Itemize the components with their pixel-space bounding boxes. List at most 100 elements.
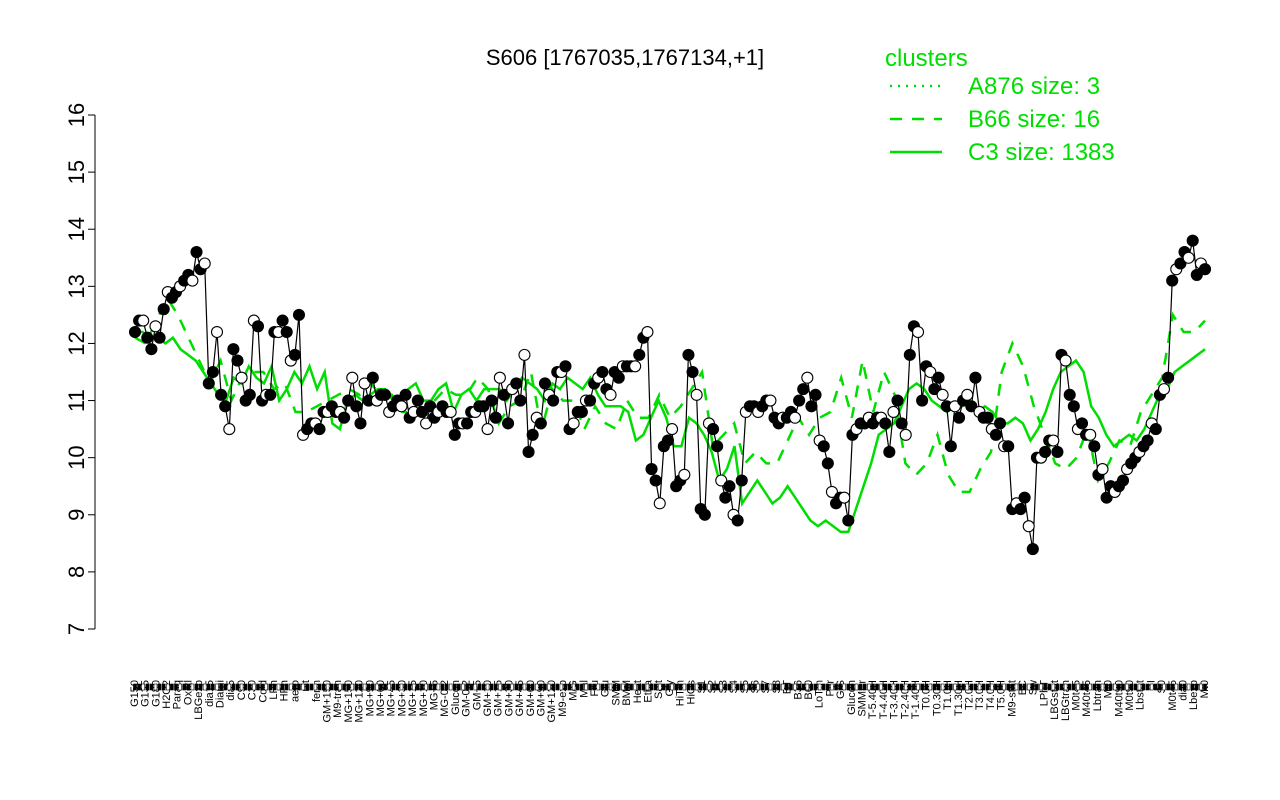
rug-mark xyxy=(703,683,707,691)
rug-mark xyxy=(288,683,293,691)
rug-mark xyxy=(616,683,621,691)
data-point xyxy=(821,457,834,470)
legend: clusters A876 size: 3 B66 size: 16 C3 size… xyxy=(885,45,1115,166)
rug-mark xyxy=(358,683,363,691)
data-point xyxy=(415,405,429,419)
rug-mark xyxy=(953,683,957,691)
rug-mark xyxy=(785,683,789,691)
rug-mark xyxy=(350,683,355,691)
rug-mark xyxy=(604,683,609,691)
data-point xyxy=(690,388,703,401)
data-point xyxy=(612,371,625,384)
data-point xyxy=(157,303,170,316)
rug-mark xyxy=(1141,683,1146,691)
data-point xyxy=(251,320,265,333)
rug-mark xyxy=(1174,683,1179,691)
rug-mark xyxy=(448,683,453,691)
data-point xyxy=(682,348,695,361)
data-point xyxy=(981,411,994,424)
rug-mark xyxy=(1059,683,1064,691)
rug-mark xyxy=(748,683,752,691)
data-point xyxy=(338,411,351,424)
rug-mark xyxy=(1149,683,1154,691)
y-axis: 7 8 9 10 11 12 13 14 15 16 xyxy=(64,103,96,635)
rug-mark xyxy=(690,683,695,691)
rug-mark xyxy=(760,683,765,691)
rug-mark xyxy=(280,683,285,691)
rug-mark xyxy=(215,683,219,691)
rug-mark xyxy=(608,683,613,691)
data-point xyxy=(1190,268,1203,281)
rug-mark xyxy=(395,683,400,691)
data-point xyxy=(1174,257,1187,270)
rug-mark xyxy=(547,683,551,691)
rug-mark xyxy=(887,683,892,691)
rug-mark xyxy=(580,683,584,691)
data-point xyxy=(1149,423,1162,436)
data-point xyxy=(202,377,215,390)
rug-mark xyxy=(391,683,396,691)
rug-mark xyxy=(325,683,330,691)
data-point xyxy=(215,388,228,401)
data-point xyxy=(1039,445,1052,459)
rug-mark xyxy=(493,683,498,691)
data-point xyxy=(219,400,232,413)
rug-mark xyxy=(961,683,965,691)
rug-mark xyxy=(899,683,904,691)
rug-mark xyxy=(813,683,818,691)
rug-mark xyxy=(551,683,555,691)
legend-entry-label: C3 size: 1383 xyxy=(968,139,1115,166)
data-point xyxy=(489,411,502,424)
data-point xyxy=(235,371,248,384)
rug-mark xyxy=(518,683,523,691)
data-point xyxy=(145,343,158,356)
y-tick-label: 8 xyxy=(64,566,89,578)
legend-title: clusters xyxy=(885,45,968,72)
data-point xyxy=(735,474,748,487)
data-point xyxy=(399,388,412,401)
rug-mark xyxy=(555,683,560,691)
rug-mark xyxy=(444,683,449,691)
y-tick-label: 13 xyxy=(64,274,89,298)
rug-mark xyxy=(772,683,777,691)
rug-mark xyxy=(514,683,519,691)
data-point xyxy=(448,428,461,441)
rug-mark xyxy=(276,683,281,691)
rug-mark xyxy=(924,683,929,691)
rug-mark xyxy=(1067,683,1072,691)
data-point xyxy=(358,377,371,390)
data-point xyxy=(153,331,166,344)
rug-mark xyxy=(633,683,637,691)
rug-mark xyxy=(834,683,838,691)
rug-mark xyxy=(875,683,879,691)
rug-mark xyxy=(1096,683,1101,691)
y-tick-label: 7 xyxy=(64,623,89,635)
data-point xyxy=(1116,474,1130,487)
data-point xyxy=(899,428,912,441)
rug-mark xyxy=(768,683,773,691)
data-point xyxy=(461,417,474,430)
data-point xyxy=(825,485,838,498)
x-axis-labels: G150G135G180H2O2ParaqOxctlLBGexpdia15Dia… xyxy=(129,679,1211,722)
data-point xyxy=(797,383,810,396)
rug-mark xyxy=(1080,683,1084,691)
rug-mark xyxy=(645,683,650,691)
rug-mark xyxy=(801,683,806,691)
rug-mark xyxy=(744,683,748,691)
rug-mark xyxy=(170,683,174,691)
data-point xyxy=(891,394,904,407)
data-point xyxy=(198,257,211,270)
x-tick-label: MG+150 xyxy=(343,680,355,723)
rug-mark xyxy=(731,683,736,691)
data-point xyxy=(1198,263,1212,276)
data-point xyxy=(366,371,379,384)
rug-mark xyxy=(649,683,654,691)
data-point xyxy=(1059,354,1072,367)
data-point xyxy=(903,348,916,361)
rug-mark xyxy=(903,683,908,691)
rug-mark xyxy=(231,683,236,691)
data-point xyxy=(961,388,974,401)
rug-mark xyxy=(297,683,301,691)
rug-mark xyxy=(1051,683,1056,691)
